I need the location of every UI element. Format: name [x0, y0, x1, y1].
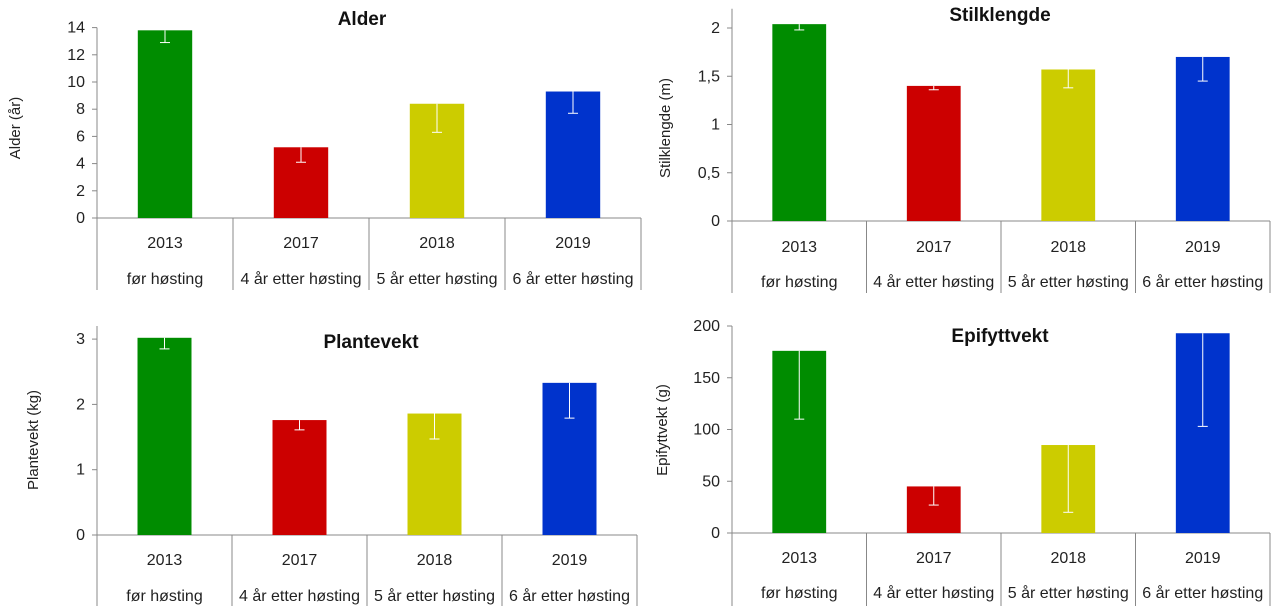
- x-category-label: 2019: [1185, 550, 1221, 567]
- bar-2019: [1175, 56, 1230, 222]
- y-tick-label: 1: [711, 117, 720, 134]
- y-tick-label: 1: [76, 462, 85, 479]
- y-axis-label: Stilklengde (m): [657, 78, 674, 178]
- x-sublabel: før høsting: [126, 588, 202, 605]
- y-tick-label: 200: [693, 318, 720, 335]
- y-tick-label: 2: [76, 396, 85, 413]
- y-tick-label: 8: [76, 101, 85, 118]
- x-category-label: 2017: [916, 239, 952, 256]
- x-sublabel: 4 år etter høsting: [873, 584, 994, 602]
- x-sublabel: 4 år etter høsting: [873, 273, 994, 291]
- x-category-label: 2018: [419, 235, 455, 252]
- bar-2013: [772, 24, 827, 221]
- y-axis-label: Plantevekt (kg): [25, 390, 42, 490]
- y-tick-label: 1,5: [698, 68, 720, 85]
- bar-2013: [137, 337, 192, 535]
- x-sublabel: 6 år etter høsting: [513, 270, 634, 288]
- y-axis-label: Alder (år): [7, 97, 24, 160]
- x-category-label: 2017: [916, 550, 952, 567]
- x-category-label: 2013: [781, 550, 817, 567]
- y-tick-label: 2: [711, 20, 720, 37]
- y-tick-label: 10: [67, 74, 85, 91]
- y-tick-label: 100: [693, 422, 720, 439]
- y-tick-label: 0,5: [698, 165, 720, 182]
- x-sublabel: 4 år etter høsting: [239, 587, 360, 605]
- bar-2017: [272, 420, 327, 535]
- chart-title: Stilklengde: [949, 5, 1050, 26]
- bar-2018: [1041, 69, 1096, 222]
- y-tick-label: 12: [67, 47, 85, 64]
- x-category-label: 2018: [1050, 550, 1086, 567]
- chart-title: Alder: [338, 9, 387, 30]
- y-tick-label: 150: [693, 370, 720, 387]
- y-tick-label: 0: [711, 213, 720, 230]
- x-category-label: 2013: [147, 235, 183, 252]
- x-category-label: 2018: [417, 552, 453, 569]
- chart-title: Plantevekt: [323, 332, 419, 353]
- x-category-label: 2019: [552, 552, 588, 569]
- chart-panel-2: Stilklengde Stilklengde (m) 0 0,5 1 1,5 2 2013 f…: [657, 5, 1271, 293]
- chart-panel-1: Alder Alder (år) 0 2 4 6 8 10 12 14 2013 før høstin…: [7, 9, 642, 290]
- y-tick-label: 6: [76, 128, 85, 145]
- x-sublabel: 5 år etter høsting: [377, 270, 498, 288]
- x-sublabel: før høsting: [127, 271, 203, 288]
- x-sublabel: 6 år etter høsting: [509, 587, 630, 605]
- y-tick-label: 4: [76, 156, 85, 173]
- chart-panel-4: Epifyttvekt Epifyttvekt (g) 0 50 100 150 200 20…: [654, 318, 1271, 606]
- y-tick-label: 0: [76, 527, 85, 544]
- x-category-label: 2013: [147, 552, 183, 569]
- y-tick-label: 2: [76, 183, 85, 200]
- bar-2013: [137, 30, 193, 218]
- y-tick-label: 0: [76, 210, 85, 227]
- chart-title: Epifyttvekt: [951, 326, 1049, 347]
- y-tick-label: 50: [702, 473, 720, 490]
- x-category-label: 2019: [555, 235, 591, 252]
- y-tick-label: 3: [76, 331, 85, 348]
- y-axis-label: Epifyttvekt (g): [654, 384, 671, 476]
- chart-panel-3: Plantevekt Plantevekt (kg) 0 1 2 3 2013 før høs…: [25, 326, 638, 606]
- x-sublabel: 5 år etter høsting: [1008, 584, 1129, 602]
- y-tick-label: 0: [711, 525, 720, 542]
- x-category-label: 2013: [781, 239, 817, 256]
- x-category-label: 2017: [283, 235, 319, 252]
- x-category-label: 2017: [282, 552, 318, 569]
- x-sublabel: 4 år etter høsting: [241, 270, 362, 288]
- x-sublabel: før høsting: [761, 274, 837, 291]
- x-sublabel: 6 år etter høsting: [1142, 273, 1263, 291]
- x-sublabel: 6 år etter høsting: [1142, 584, 1263, 602]
- bar-2017: [906, 85, 961, 222]
- x-sublabel: før høsting: [761, 585, 837, 602]
- x-category-label: 2018: [1050, 239, 1086, 256]
- x-sublabel: 5 år etter høsting: [1008, 273, 1129, 291]
- x-sublabel: 5 år etter høsting: [374, 587, 495, 605]
- y-tick-label: 14: [67, 20, 85, 37]
- x-category-label: 2019: [1185, 239, 1221, 256]
